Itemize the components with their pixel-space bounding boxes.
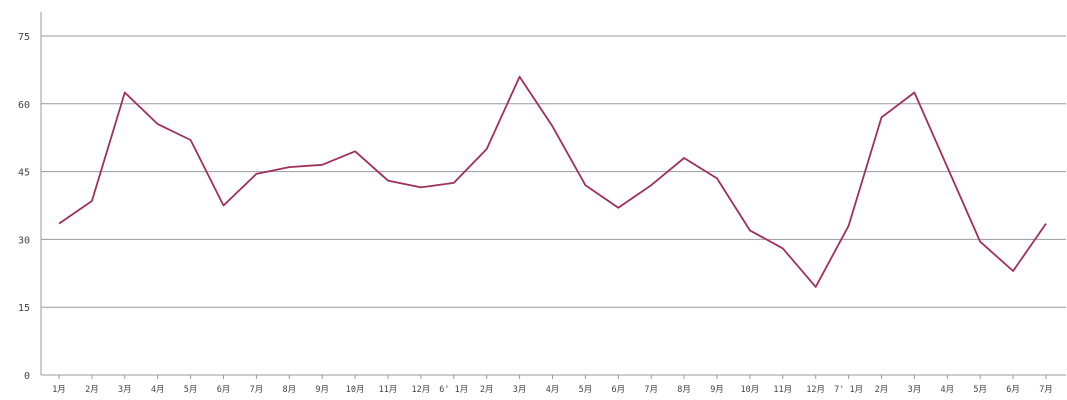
x-tick-label: 4月 [151, 385, 165, 395]
x-tick-label: 2月 [875, 385, 889, 395]
x-tick-label: 8月 [282, 385, 296, 395]
x-tick-label: 3月 [513, 385, 527, 395]
x-tick-label: 10月 [346, 385, 365, 395]
y-tick-label: 75 [18, 32, 30, 43]
x-tick-labels: 1月 2月 3月 4月 5月 6月 7月 8月 9月 10月 11月 12月 6' 1月 2月 3月 4月 5月… [52, 375, 1053, 395]
x-tick-label: 5月 [184, 385, 198, 395]
x-tick-label: 4月 [546, 385, 560, 395]
x-tick-label: 11月 [379, 385, 398, 395]
x-tick-label: 6月 [217, 385, 231, 395]
x-tick-label: 7月 [1039, 385, 1053, 395]
x-tick-label: 12月 [412, 385, 431, 395]
y-tick-label: 0 [24, 371, 30, 382]
series-line [58, 75, 1047, 288]
series-layer [58, 75, 1047, 288]
x-tick-label: 7月 [250, 385, 264, 395]
x-tick-label: 3月 [908, 385, 922, 395]
y-tick-label: 45 [18, 168, 30, 179]
x-tick-label: 11月 [773, 385, 792, 395]
axes [40, 12, 1066, 376]
x-tick-label: 5月 [973, 385, 987, 395]
x-tick-label: 7月 [644, 385, 658, 395]
y-tick-label: 30 [18, 235, 30, 246]
y-tick-label: 60 [18, 100, 30, 111]
x-tick-label: 12月 [806, 385, 825, 395]
x-tick-label: 3月 [118, 385, 132, 395]
x-tick-label: 2月 [85, 385, 99, 395]
y-tick-label: 15 [18, 303, 30, 314]
x-tick-label: 9月 [710, 385, 724, 395]
x-tick-label: 8月 [677, 385, 691, 395]
x-tick-label: 10月 [741, 385, 760, 395]
x-tick-label: 2月 [480, 385, 494, 395]
x-tick-label: 6月 [1006, 385, 1020, 395]
x-tick-label: 6' 1月 [439, 385, 468, 395]
x-tick-label: 5月 [579, 385, 593, 395]
grid-lines [41, 35, 1066, 308]
x-tick-label: 6月 [611, 385, 625, 395]
x-tick-label: 9月 [315, 385, 329, 395]
x-tick-label: 1月 [52, 385, 66, 395]
x-tick-label: 4月 [940, 385, 954, 395]
y-tick-labels: 0 15 30 45 60 75 [18, 32, 30, 382]
x-tick-label: 7' 1月 [834, 385, 863, 395]
